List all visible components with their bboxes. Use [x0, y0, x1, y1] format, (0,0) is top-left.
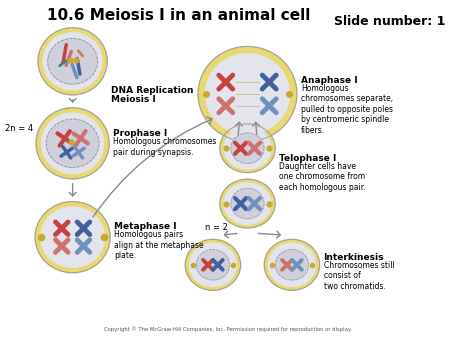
- Text: Prophase I: Prophase I: [113, 129, 167, 139]
- Ellipse shape: [268, 243, 315, 287]
- Ellipse shape: [220, 179, 275, 228]
- Text: Daughter cells have
one chromosome from
each homologous pair.: Daughter cells have one chromosome from …: [279, 162, 366, 192]
- Text: Homologous
chromosomes separate,
pulled to opposite poles
by centromeric spindle: Homologous chromosomes separate, pulled …: [301, 84, 393, 135]
- Ellipse shape: [43, 33, 102, 90]
- Ellipse shape: [46, 119, 99, 168]
- Text: Copyright © The McGraw-Hill Companies, Inc. Permission required for reproduction: Copyright © The McGraw-Hill Companies, I…: [104, 327, 351, 332]
- Ellipse shape: [198, 47, 297, 141]
- Text: n = 2: n = 2: [205, 223, 228, 232]
- Text: Meiosis I: Meiosis I: [111, 95, 156, 104]
- Ellipse shape: [40, 207, 104, 267]
- Ellipse shape: [264, 239, 320, 290]
- Text: Anaphase I: Anaphase I: [301, 76, 357, 85]
- Text: 10.6 Meiosis I in an animal cell: 10.6 Meiosis I in an animal cell: [47, 8, 310, 23]
- Ellipse shape: [231, 188, 264, 219]
- Ellipse shape: [220, 124, 275, 173]
- Ellipse shape: [36, 108, 109, 179]
- Ellipse shape: [231, 133, 264, 164]
- Ellipse shape: [206, 54, 289, 134]
- Ellipse shape: [224, 127, 271, 169]
- Text: 2n = 4: 2n = 4: [5, 124, 33, 133]
- Text: Metaphase I: Metaphase I: [114, 222, 177, 231]
- Text: Homologous chromosomes
pair during synapsis.: Homologous chromosomes pair during synap…: [113, 137, 216, 157]
- Text: Homologous pairs
align at the metaphase
plate.: Homologous pairs align at the metaphase …: [114, 230, 204, 260]
- Text: Chromosomes still
consist of
two chromatids.: Chromosomes still consist of two chromat…: [324, 261, 394, 291]
- Ellipse shape: [224, 183, 271, 224]
- Text: DNA Replication: DNA Replication: [111, 87, 194, 95]
- Ellipse shape: [275, 250, 309, 280]
- Text: Telophase I: Telophase I: [279, 154, 337, 163]
- Ellipse shape: [185, 239, 241, 290]
- Ellipse shape: [196, 250, 230, 280]
- Ellipse shape: [38, 28, 107, 95]
- Ellipse shape: [189, 243, 236, 287]
- Ellipse shape: [41, 113, 104, 173]
- Text: Interkinesis: Interkinesis: [324, 253, 384, 262]
- Text: Slide number: 1: Slide number: 1: [334, 15, 445, 28]
- Ellipse shape: [35, 201, 110, 273]
- Ellipse shape: [48, 39, 98, 84]
